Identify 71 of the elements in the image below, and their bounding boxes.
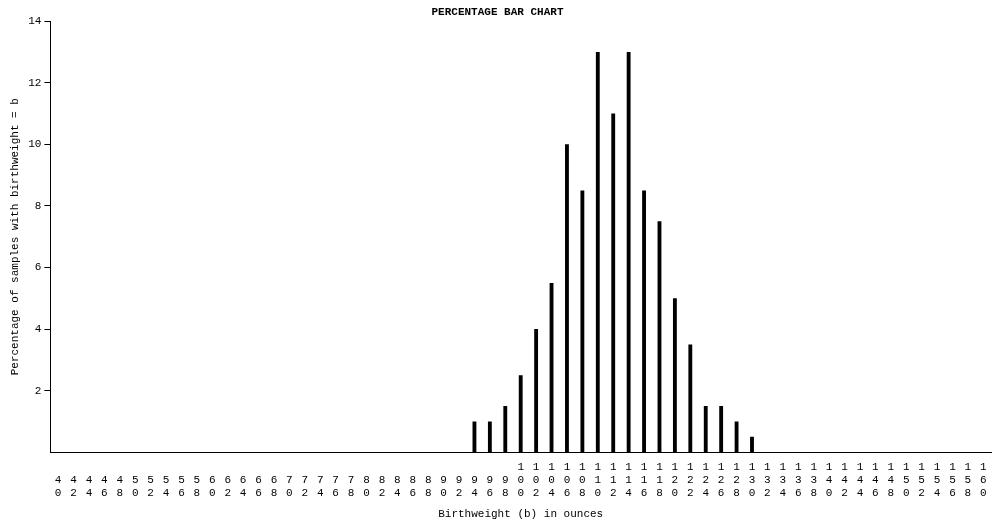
- x-tick-label: 88: [424, 473, 432, 500]
- x-tick-label: 116: [640, 460, 648, 500]
- x-tick-label: 44: [85, 473, 93, 500]
- x-tick-label: 80: [363, 473, 370, 500]
- x-tick-label: 156: [949, 460, 957, 500]
- x-tick-label: 124: [702, 460, 710, 500]
- x-tick-label: 60: [209, 473, 216, 500]
- x-tick-label: 76: [332, 473, 339, 500]
- x-tick-label: 96: [486, 473, 494, 500]
- y-tick-label: 14: [28, 15, 42, 28]
- x-tick-label: 134: [779, 460, 787, 500]
- x-tick-label: 130: [748, 460, 756, 500]
- x-tick-label: 136: [794, 460, 802, 500]
- chart-title: PERCENTAGE BAR CHART: [431, 6, 564, 19]
- x-tick-label: 58: [193, 473, 201, 500]
- x-tick-label: 128: [733, 460, 741, 500]
- x-tick-label: 132: [764, 460, 772, 500]
- x-tick-label: 120: [671, 460, 679, 500]
- x-tick-label: 100: [517, 460, 525, 500]
- x-tick-label: 94: [471, 473, 479, 500]
- y-tick-label: 4: [34, 322, 42, 335]
- x-tick-label: 90: [440, 473, 447, 500]
- x-tick-label: 114: [625, 460, 633, 500]
- x-tick-label: 118: [656, 460, 664, 500]
- x-tick-label: 82: [378, 473, 386, 500]
- x-tick-label: 62: [224, 473, 232, 500]
- x-axis-title: Birthweight (b) in ounces: [438, 508, 604, 521]
- x-tick-label: 70: [286, 473, 293, 500]
- x-tick-label: 158: [964, 460, 972, 500]
- x-tick-label: 144: [856, 460, 864, 500]
- x-tick-label: 72: [301, 473, 309, 500]
- y-tick-label: 12: [28, 76, 42, 89]
- x-tick-label: 52: [147, 473, 154, 500]
- x-tick-label: 126: [717, 460, 725, 500]
- x-tick-label: 64: [239, 473, 247, 500]
- x-tick-label: 152: [918, 460, 926, 500]
- y-tick-label: 8: [34, 199, 42, 212]
- x-tick-label: 92: [455, 473, 463, 500]
- x-tick-label: 46: [101, 473, 109, 500]
- x-tick-label: 108: [579, 460, 587, 500]
- y-axis-title: Percentage of samples with birthweight = b: [8, 98, 21, 376]
- x-tick-label: 66: [255, 473, 262, 500]
- x-tick-label: 106: [563, 460, 571, 500]
- x-tick-label: 148: [887, 460, 895, 500]
- x-tick-label: 142: [841, 460, 849, 500]
- y-tick-label: 10: [28, 138, 42, 151]
- x-tick-label: 154: [933, 460, 941, 500]
- x-tick-label: 56: [178, 473, 185, 500]
- x-tick-label: 50: [131, 473, 139, 500]
- x-tick-label: 140: [825, 460, 833, 500]
- x-tick-label: 110: [594, 460, 602, 500]
- x-tick-label: 68: [270, 473, 278, 500]
- x-tick-label: 84: [394, 473, 402, 500]
- x-tick-label: 48: [116, 473, 124, 500]
- x-tick-label: 160: [979, 460, 987, 500]
- x-tick-label: 42: [70, 473, 78, 500]
- x-tick-label: 122: [687, 460, 695, 500]
- x-tick-label: 138: [810, 460, 818, 500]
- y-tick-label: 2: [34, 384, 42, 397]
- x-tick-label: 146: [872, 460, 880, 500]
- x-tick-label: 54: [162, 473, 170, 500]
- x-tick-label: 78: [347, 473, 355, 500]
- x-tick-label: 150: [902, 460, 910, 500]
- x-tick-label: 86: [409, 473, 417, 500]
- x-tick-label: 98: [501, 473, 509, 500]
- x-tick-label: 40: [54, 473, 62, 500]
- y-tick-label: 6: [34, 261, 42, 274]
- x-tick-label: 102: [532, 460, 540, 500]
- x-tick-label: 112: [609, 460, 617, 500]
- x-tick-label: 74: [316, 473, 324, 500]
- x-tick-label: 104: [548, 460, 556, 500]
